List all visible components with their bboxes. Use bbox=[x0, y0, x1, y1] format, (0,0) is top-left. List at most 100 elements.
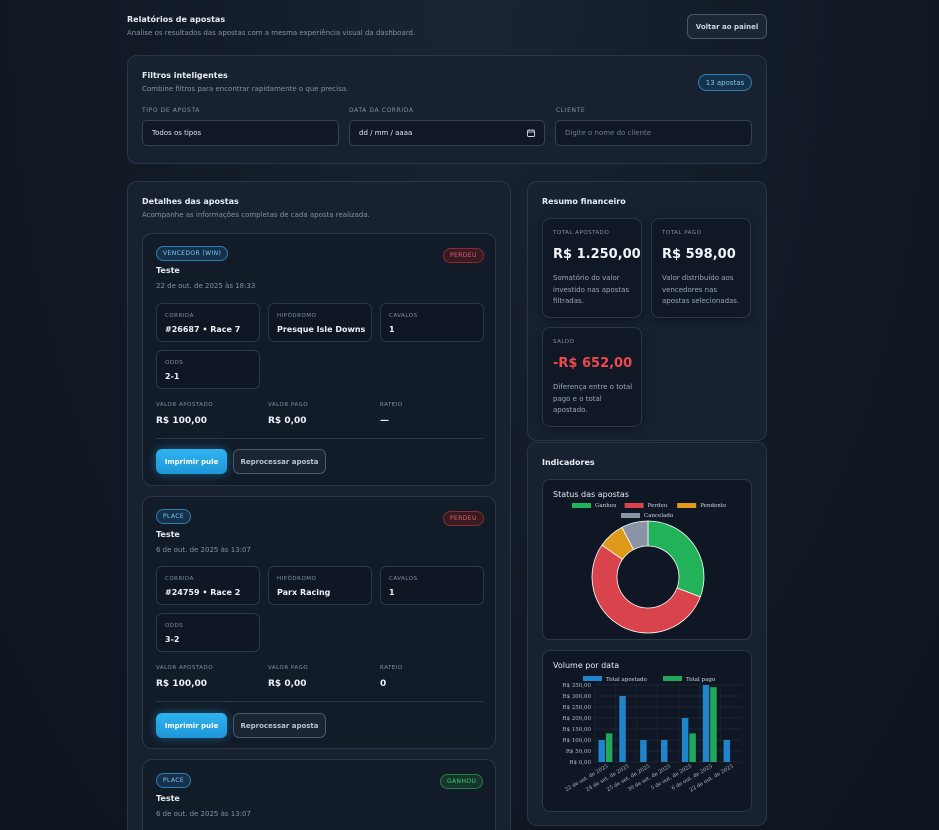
odds-value: 3-2 bbox=[165, 635, 180, 644]
race-date-value: dd / mm / aaaa bbox=[359, 129, 413, 137]
details-title: Detalhes das apostas bbox=[142, 197, 239, 206]
race-value: #24759 • Race 2 bbox=[165, 588, 241, 597]
volume-chart-title: Volume por data bbox=[553, 661, 620, 670]
print-ticket-button[interactable]: Imprimir pule bbox=[156, 713, 227, 738]
amount-value: R$ 100,00 bbox=[156, 679, 208, 689]
pie-slice-ganhou[interactable] bbox=[647, 520, 705, 598]
bet-card: VENCEDOR (WIN) PERDEU Teste 22 de out. d… bbox=[142, 233, 496, 486]
legend-label[interactable]: Cancelado bbox=[644, 513, 674, 519]
bet-card: PLACE GANHOU Teste 6 de out. de 2025 às … bbox=[142, 759, 496, 830]
odds-info: ODDS 3-2 bbox=[156, 613, 260, 652]
race-info: CORRIDA #26687 • Race 7 bbox=[156, 303, 260, 342]
race-date-input[interactable]: dd / mm / aaaa bbox=[349, 120, 545, 146]
balance-card: SALDO -R$ 652,00 Diferença entre o total… bbox=[542, 327, 642, 427]
track-label: HIPÓDROMO bbox=[277, 576, 317, 582]
calendar-icon[interactable] bbox=[527, 129, 535, 137]
balance-description: Diferença entre o total pago e o total a… bbox=[553, 383, 633, 414]
volume-chart-card: Volume por data Total apostado Total pago… bbox=[542, 650, 752, 812]
race-label: CORRIDA bbox=[165, 576, 194, 582]
total-paid-card: TOTAL PAGO R$ 598,00 Valor distribuído a… bbox=[651, 218, 751, 318]
bet-type-badge: PLACE bbox=[156, 773, 192, 788]
bar-total-paid[interactable] bbox=[605, 733, 613, 762]
reprocess-bet-button[interactable]: Reprocessar aposta bbox=[233, 449, 326, 474]
pie-slice-perdeu[interactable] bbox=[591, 544, 701, 634]
bar-total-paid[interactable] bbox=[710, 687, 717, 762]
horses-value: 1 bbox=[389, 588, 395, 597]
legend-swatch[interactable] bbox=[624, 503, 644, 508]
pool-value: 0 bbox=[380, 679, 387, 689]
odds-info: ODDS 2-1 bbox=[156, 350, 260, 389]
amount-label: VALOR APOSTADO bbox=[156, 402, 214, 408]
legend-swatch[interactable] bbox=[677, 503, 697, 508]
client-filter-label: CLIENTE bbox=[556, 107, 586, 114]
bar-total-bet[interactable] bbox=[640, 740, 647, 762]
bet-status-badge: PERDEU bbox=[443, 511, 484, 526]
legend-swatch[interactable] bbox=[621, 513, 640, 518]
legend-swatch[interactable] bbox=[663, 676, 682, 681]
paid-label: VALOR PAGO bbox=[268, 402, 309, 408]
print-ticket-button[interactable]: Imprimir pule bbox=[156, 449, 227, 474]
legend-label[interactable]: Total pago bbox=[686, 677, 716, 683]
amount-label: VALOR APOSTADO bbox=[156, 665, 214, 671]
bar-total-bet[interactable] bbox=[619, 696, 626, 762]
track-value: Parx Racing bbox=[277, 588, 331, 597]
bar-total-bet[interactable] bbox=[723, 740, 731, 762]
bar-total-bet[interactable] bbox=[681, 718, 689, 762]
horses-info: CAVALOS 1 bbox=[380, 566, 484, 605]
track-info: HIPÓDROMO Parx Racing bbox=[268, 566, 372, 605]
bar-total-bet[interactable] bbox=[661, 740, 668, 762]
legend-swatch[interactable] bbox=[572, 503, 591, 508]
divider bbox=[156, 701, 483, 702]
divider bbox=[156, 438, 483, 439]
legend-label[interactable]: Ganhou bbox=[595, 503, 617, 509]
bets-count-badge: 13 apostas bbox=[698, 74, 752, 91]
balance-value: -R$ 652,00 bbox=[553, 356, 633, 371]
balance-label: SALDO bbox=[553, 339, 575, 345]
status-chart-title: Status das apostas bbox=[553, 490, 629, 499]
bet-type-select[interactable]: Todos os tipos bbox=[142, 120, 339, 146]
legend-label[interactable]: Pendente bbox=[700, 503, 726, 509]
total-paid-value: R$ 598,00 bbox=[662, 247, 736, 262]
page-subtitle: Analise os resultados das apostas com a … bbox=[127, 29, 416, 37]
type-filter-label: TIPO DE APOSTA bbox=[142, 107, 200, 114]
bet-card: PLACE PERDEU Teste 6 de out. de 2025 às … bbox=[142, 496, 496, 749]
filters-title: Filtros inteligentes bbox=[142, 71, 228, 80]
total-bet-label: TOTAL APOSTADO bbox=[553, 230, 610, 236]
pool-label: RATEIO bbox=[380, 402, 403, 408]
pool-value: — bbox=[380, 416, 389, 426]
bar-total-paid[interactable] bbox=[689, 733, 696, 762]
back-to-dashboard-button[interactable]: Voltar ao painel bbox=[687, 14, 767, 39]
pie-slice-cancelado[interactable] bbox=[621, 520, 649, 551]
bet-type-badge: VENCEDOR (WIN) bbox=[156, 246, 229, 261]
y-tick-label: R$ 350,00 bbox=[562, 683, 591, 689]
total-bet-value: R$ 1.250,00 bbox=[553, 247, 641, 262]
status-pie-chart: Ganhou Perdeu Pendente Cancelado bbox=[572, 503, 726, 634]
bar-total-bet[interactable] bbox=[702, 685, 710, 762]
horses-label: CAVALOS bbox=[389, 313, 418, 319]
client-search-input[interactable]: Digite o nome do cliente bbox=[555, 120, 752, 146]
filters-subtitle: Combine filtros para encontrar rapidamen… bbox=[142, 85, 349, 93]
total-paid-label: TOTAL PAGO bbox=[662, 230, 702, 236]
horses-value: 1 bbox=[389, 325, 395, 334]
details-subtitle: Acompanhe as informações completas de ca… bbox=[142, 211, 370, 219]
y-tick-label: R$ 50,00 bbox=[566, 749, 592, 755]
total-bet-description: Somatório do valor investido nas apostas… bbox=[553, 274, 630, 305]
legend-label[interactable]: Total apostado bbox=[606, 677, 647, 683]
legend-label[interactable]: Perdeu bbox=[648, 503, 668, 509]
horses-label: CAVALOS bbox=[389, 576, 418, 582]
amount-value: R$ 100,00 bbox=[156, 416, 208, 426]
pool-label: RATEIO bbox=[380, 665, 403, 671]
status-chart-card: Status das apostas Ganhou Perdeu Pendente C… bbox=[542, 479, 752, 640]
filters-panel: Filtros inteligentes Combine filtros par… bbox=[127, 55, 767, 164]
bet-client-name: Teste bbox=[156, 794, 180, 803]
bet-client-name: Teste bbox=[156, 530, 180, 539]
bet-client-name: Teste bbox=[156, 266, 180, 275]
reprocess-bet-button[interactable]: Reprocessar aposta bbox=[233, 713, 326, 738]
bet-status-badge: GANHOU bbox=[440, 774, 484, 789]
legend-swatch[interactable] bbox=[583, 676, 602, 681]
y-tick-label: R$ 200,00 bbox=[562, 716, 591, 722]
bet-date: 22 de out. de 2025 às 18:33 bbox=[156, 282, 256, 290]
total-bet-card: TOTAL APOSTADO R$ 1.250,00 Somatório do … bbox=[542, 218, 642, 318]
bar-total-bet[interactable] bbox=[598, 740, 605, 762]
track-value: Presque Isle Downs bbox=[277, 325, 366, 334]
